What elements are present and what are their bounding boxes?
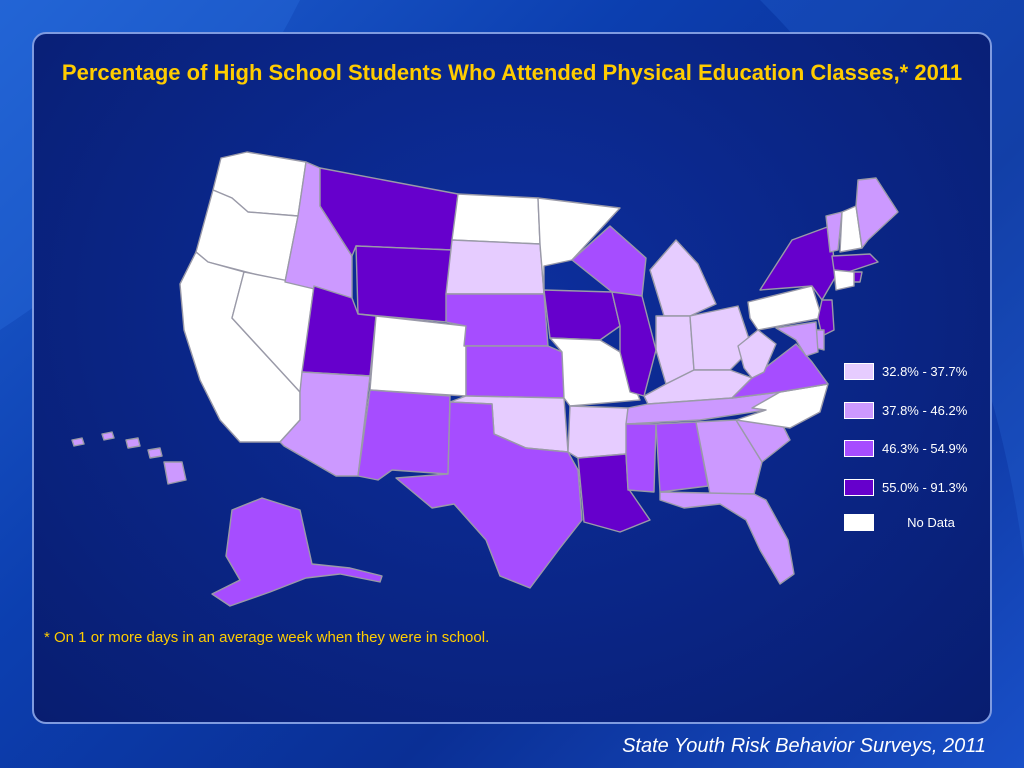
state-sd [445, 239, 545, 295]
state-ar [567, 405, 629, 459]
legend-label-bin1: 32.8% - 37.7% [882, 364, 968, 379]
state-vt [825, 211, 843, 253]
state-mo [549, 337, 641, 407]
footnote: * On 1 or more days in an average week w… [44, 629, 490, 646]
state-mi [649, 239, 717, 317]
state-co [369, 315, 467, 397]
state-ga [695, 419, 763, 495]
state-pa [747, 285, 823, 331]
legend-item-bin4: 55.0% - 91.3% [844, 478, 994, 498]
state-ma [831, 253, 879, 273]
state-nd [451, 193, 541, 245]
state-wi [571, 225, 647, 297]
legend-label-bin4: 55.0% - 91.3% [882, 480, 968, 495]
state-nj [817, 299, 835, 337]
state-md [775, 321, 819, 357]
source-citation: State Youth Risk Behavior Surveys, 2011 [622, 735, 986, 757]
legend-swatch-nodata [844, 514, 874, 531]
legend-item-bin1: 32.8% - 37.7% [844, 362, 994, 382]
state-va [731, 343, 829, 399]
legend-swatch-bin4 [844, 479, 874, 496]
state-ia [543, 289, 621, 341]
legend-label-bin3: 46.3% - 54.9% [882, 441, 968, 456]
state-il [611, 291, 657, 397]
legend-swatch-bin1 [844, 363, 874, 380]
legend-swatch-bin2 [844, 402, 874, 419]
state-ms [625, 423, 657, 493]
state-ct [833, 269, 855, 291]
legend-item-bin3: 46.3% - 54.9% [844, 439, 994, 459]
state-nm [357, 389, 451, 481]
state-mn [537, 197, 621, 295]
state-ak [211, 497, 383, 607]
legend-item-bin2: 37.8% - 46.2% [844, 401, 994, 421]
state-tx [395, 401, 583, 589]
state-wy [355, 245, 453, 323]
legend-label-nodata: No Data [907, 515, 955, 530]
state-hi [71, 431, 187, 485]
legend-item-nodata: No Data [844, 513, 994, 533]
state-me [855, 177, 899, 249]
state-az [279, 371, 371, 477]
slide-title: Percentage of High School Students Who A… [61, 60, 963, 85]
legend-swatch-bin3 [844, 440, 874, 457]
state-ks [465, 345, 565, 399]
state-ri [853, 271, 863, 283]
state-fl [659, 491, 795, 585]
legend-label-bin2: 37.8% - 46.2% [882, 403, 968, 418]
